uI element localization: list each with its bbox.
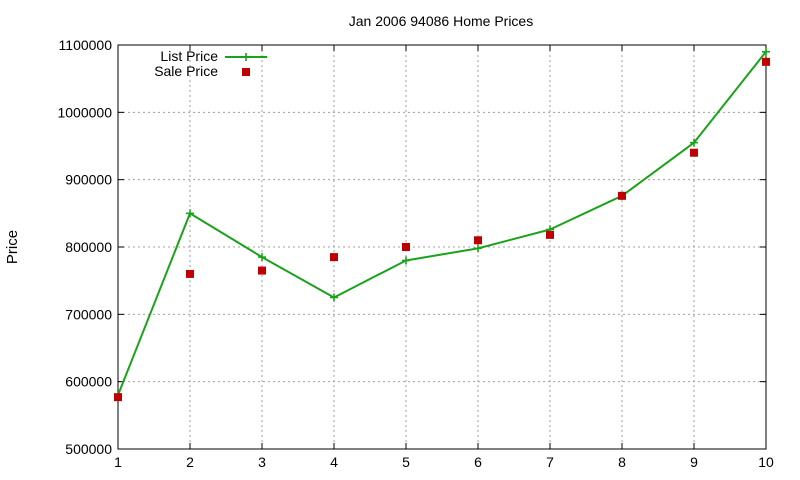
y-tick-label: 800000: [65, 239, 112, 255]
legend-marker-list-price: [242, 53, 250, 61]
plot-frame: [117, 44, 767, 450]
x-tick-label: 7: [546, 454, 554, 470]
sale-price-point: [186, 269, 194, 278]
series-layer: [114, 47, 770, 402]
sale-price-point: [618, 191, 626, 200]
legend-label-list-price: List Price: [160, 48, 218, 64]
y-tick-label: 1100000: [59, 37, 113, 53]
series-line-list-price: [117, 51, 767, 396]
list-price-point: [474, 244, 482, 253]
x-tick-label: 9: [690, 454, 698, 470]
legend-swatch-sale-price: [242, 68, 250, 76]
sale-price-point: [762, 57, 770, 66]
y-axis-label: Price: [4, 230, 21, 264]
x-tick-label: 8: [618, 454, 626, 470]
y-tick-label: 600000: [65, 374, 112, 390]
list-price-point: [330, 293, 338, 302]
y-tick-label: 1000000: [57, 104, 112, 120]
y-tick-label: 700000: [65, 306, 112, 322]
x-tick-label: 4: [330, 454, 338, 470]
sale-price-point: [546, 230, 554, 239]
x-tick-label: 10: [758, 454, 774, 470]
sale-price-point: [402, 243, 410, 251]
legend: List Price Sale Price: [154, 48, 267, 79]
y-tick-label: 500000: [65, 441, 112, 457]
list-price-point: [186, 209, 194, 218]
y-tick-label: 900000: [65, 172, 112, 188]
x-tick-label: 1: [114, 454, 122, 470]
sale-price-point: [690, 148, 698, 157]
chart-title: Jan 2006 94086 Home Prices: [349, 13, 533, 29]
x-tick-label: 6: [474, 454, 482, 470]
x-tick-label: 5: [402, 454, 410, 470]
list-price-point: [762, 47, 770, 56]
list-price-point: [258, 253, 266, 262]
x-tick-label: 3: [258, 454, 266, 470]
sale-price-point: [114, 393, 122, 402]
list-price-point: [690, 138, 698, 147]
grid-lines: [118, 45, 766, 449]
sale-price-point: [474, 236, 482, 245]
x-tick-label: 2: [186, 454, 194, 470]
sale-price-point: [330, 253, 338, 262]
axis-ticks: 1 2 3 4 5 6 7 8 9 10 500000 600000 700000 800000 90000…: [57, 37, 774, 470]
list-price-point: [402, 256, 410, 265]
sale-price-point: [258, 266, 266, 275]
legend-label-sale-price: Sale Price: [154, 63, 218, 79]
